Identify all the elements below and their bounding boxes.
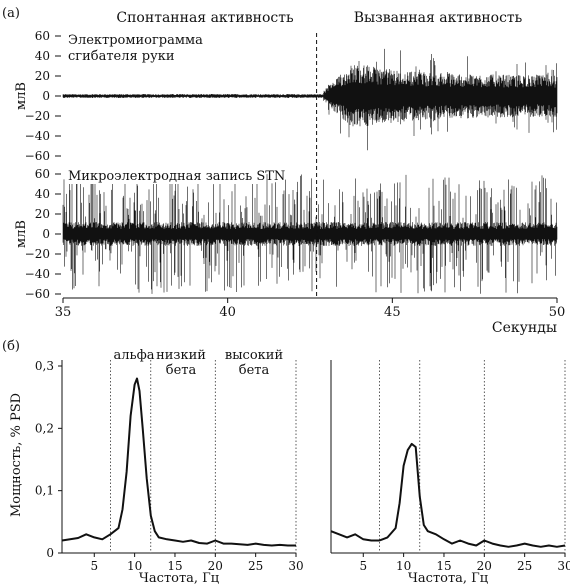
- psd-y-axis-label: Мощность, % PSD: [9, 393, 24, 517]
- psd-left-y-ticks: 0 0,1 0,2 0,3: [35, 359, 62, 560]
- psd-right-x-axis-label: Частота, Гц: [408, 571, 488, 586]
- x-tick-label: 40: [219, 305, 236, 320]
- psd-left-band-lines: [110, 360, 297, 553]
- psd-left-curve: [61, 377, 296, 547]
- x-tick-label: 20: [208, 559, 223, 573]
- y-tick-label: 60: [35, 29, 50, 43]
- y-tick-label: 0: [42, 89, 50, 103]
- y-tick-label: −40: [25, 129, 50, 143]
- psd-right-curve: [330, 442, 566, 548]
- x-tick-label: 10: [396, 559, 411, 573]
- psd-left-panel: 0 0,1 0,2 0,3 5 10 15 20 25 30 альфа низкий бета…: [9, 348, 304, 586]
- stn-panel: 60 40 20 0 −20 −40 −60 млВ Микроэлектродная за…: [14, 167, 558, 301]
- emg-panel: 60 40 20 0 −20 −40 −60 млВ Электромиограмма сг…: [14, 29, 558, 163]
- y-tick-label: 0,3: [35, 359, 54, 373]
- y-tick-label: −40: [25, 267, 50, 281]
- y-tick-label: −20: [25, 247, 50, 261]
- y-tick-label: 0: [42, 227, 50, 241]
- stn-label: Микроэлектродная запись STN: [68, 169, 285, 184]
- x-tick-label: 10: [127, 559, 142, 573]
- x-tick-label: 30: [557, 559, 570, 573]
- x-tick-label: 15: [167, 559, 182, 573]
- band-label-low-beta-2: бета: [166, 363, 197, 378]
- band-label-high-beta-2: бета: [239, 363, 270, 378]
- y-tick-label: 20: [35, 69, 50, 83]
- stn-y-axis-label: млВ: [14, 220, 29, 248]
- x-tick-label: 35: [55, 305, 72, 320]
- x-tick-label: 25: [248, 559, 263, 573]
- stn-label-backdrop: [66, 168, 260, 184]
- time-x-axis-label: Секунды: [492, 320, 557, 336]
- title-evoked: Вызванная активность: [354, 10, 523, 26]
- time-x-axis: 35 40 45 50 Секунды: [55, 297, 566, 336]
- band-label-alpha: альфа: [113, 348, 154, 363]
- emg-y-axis-label: млВ: [14, 82, 29, 110]
- x-tick-label: 5: [90, 559, 98, 573]
- y-tick-label: 20: [35, 207, 50, 221]
- panel-a-label: (а): [2, 6, 20, 21]
- y-tick-label: 60: [35, 167, 50, 181]
- y-tick-label: 40: [35, 49, 50, 63]
- x-tick-label: 50: [549, 305, 566, 320]
- y-tick-label: −60: [25, 149, 50, 163]
- x-tick-label: 45: [384, 305, 401, 320]
- stn-y-ticks: 60 40 20 0 −20 −40 −60: [25, 167, 61, 301]
- y-tick-label: −60: [25, 287, 50, 301]
- psd-right-x-ticks: 5 10 15 20 25 30: [359, 553, 570, 573]
- psd-right-band-lines: [379, 360, 566, 553]
- time-x-ticks: 35 40 45 50: [55, 298, 566, 320]
- x-tick-label: 15: [436, 559, 451, 573]
- y-tick-label: 0,1: [35, 484, 54, 498]
- x-tick-label: 30: [288, 559, 303, 573]
- panel-b-label: (б): [2, 339, 20, 354]
- y-tick-label: 40: [35, 187, 50, 201]
- emg-label-line2: сгибателя руки: [68, 49, 175, 64]
- band-label-high-beta-1: высокий: [225, 348, 283, 363]
- y-tick-label: 0: [46, 546, 54, 560]
- title-spontaneous: Спонтанная активность: [116, 10, 294, 26]
- x-tick-label: 5: [359, 559, 367, 573]
- x-tick-label: 20: [477, 559, 492, 573]
- emg-trace: [62, 48, 558, 151]
- band-label-low-beta-1: низкий: [156, 348, 206, 363]
- psd-left-x-ticks: 5 10 15 20 25 30: [90, 553, 304, 573]
- stn-trace: [62, 174, 558, 294]
- emg-y-ticks: 60 40 20 0 −20 −40 −60: [25, 29, 61, 163]
- y-tick-label: −20: [25, 109, 50, 123]
- y-tick-label: 0,2: [35, 421, 54, 435]
- x-tick-label: 25: [517, 559, 532, 573]
- psd-left-x-axis-label: Частота, Гц: [139, 571, 219, 586]
- psd-right-panel: 5 10 15 20 25 30 Частота, Гц: [330, 360, 570, 586]
- emg-label-line1: Электромиограмма: [68, 33, 203, 48]
